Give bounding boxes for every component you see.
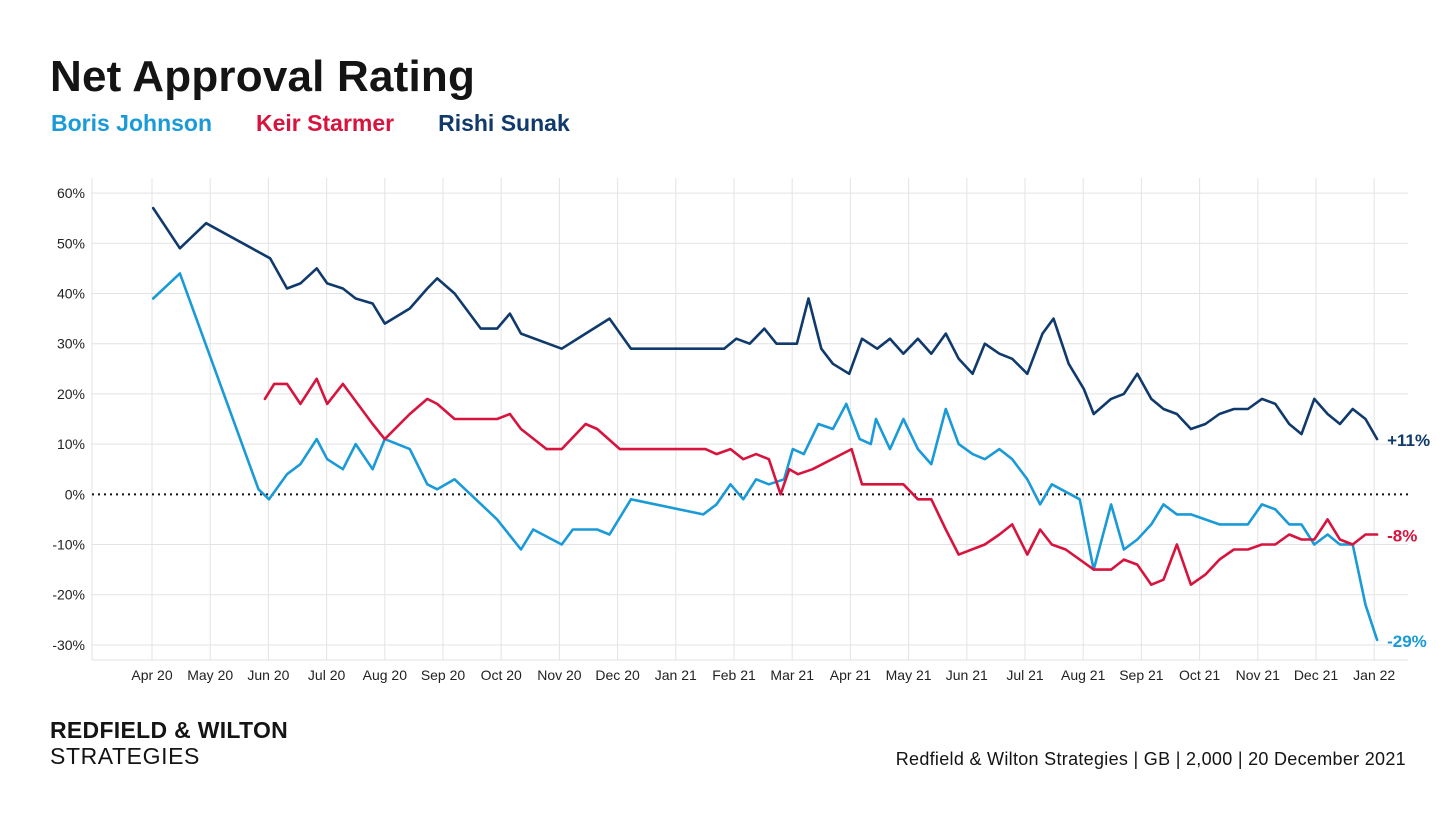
x-tick-label: Mar 21 <box>770 667 814 683</box>
y-tick-label: 40% <box>57 285 85 301</box>
source-note: Redfield & Wilton Strategies | GB | 2,00… <box>895 749 1406 769</box>
x-tick-label: May 20 <box>187 667 233 683</box>
y-tick-label: 50% <box>57 235 85 251</box>
y-tick-label: 10% <box>57 436 85 452</box>
chart-title: Net Approval Rating <box>50 52 476 101</box>
x-tick-label: Nov 21 <box>1236 667 1281 683</box>
x-tick-label: Apr 21 <box>830 667 871 683</box>
brand-subtitle: STRATEGIES <box>50 742 200 769</box>
grid-layer <box>91 178 1408 661</box>
series-layer <box>151 206 1379 642</box>
end-label-boris-johnson: -29% <box>1387 632 1427 651</box>
series-line-boris-johnson <box>151 272 1379 642</box>
brand-name: REDFIELD & WILTON <box>50 717 289 743</box>
x-tick-label: Jun 21 <box>946 667 988 683</box>
x-tick-label: Sep 21 <box>1119 667 1164 683</box>
y-tick-label: 60% <box>57 185 85 201</box>
x-tick-label: Feb 21 <box>712 667 756 683</box>
x-tick-label: Jul 20 <box>308 667 346 683</box>
y-tick-label: -10% <box>52 537 85 553</box>
end-label-rishi-sunak: +11% <box>1387 431 1430 450</box>
y-tick-label: 30% <box>57 336 85 352</box>
x-tick-label: Oct 21 <box>1179 667 1220 683</box>
label-layer: +11% -29% -8% <box>1387 431 1430 651</box>
x-tick-label: Dec 21 <box>1294 667 1339 683</box>
legend: Boris Johnson Keir Starmer Rishi Sunak <box>51 110 570 137</box>
end-label-keir-starmer: -8% <box>1387 526 1417 545</box>
x-tick-label: Jan 22 <box>1353 667 1395 683</box>
brand-logo: REDFIELD & WILTON STRATEGIES <box>50 717 289 770</box>
axis-layer: Apr 20 May 20 Jun 20 Jul 20 Aug 20 Sep 20 Oct … <box>52 185 1395 683</box>
x-tick-label: Jun 20 <box>247 667 289 683</box>
legend-item-boris-johnson: Boris Johnson <box>51 110 213 136</box>
x-tick-label: Dec 20 <box>595 667 640 683</box>
x-tick-label: Sep 20 <box>421 667 466 683</box>
y-tick-label: -30% <box>52 637 85 653</box>
legend-item-keir-starmer: Keir Starmer <box>256 110 395 136</box>
series-line-rishi-sunak <box>151 206 1379 441</box>
x-tick-label: Oct 20 <box>481 667 522 683</box>
x-tick-label: Jan 21 <box>655 667 697 683</box>
x-tick-label: Apr 20 <box>131 667 172 683</box>
x-tick-label: Aug 20 <box>363 667 408 683</box>
x-tick-label: Jul 21 <box>1006 667 1044 683</box>
series-line-keir-starmer <box>263 377 1379 586</box>
x-tick-label: May 21 <box>886 667 932 683</box>
legend-item-rishi-sunak: Rishi Sunak <box>438 110 570 136</box>
x-tick-label: Aug 21 <box>1061 667 1106 683</box>
x-tick-label: Nov 20 <box>537 667 582 683</box>
y-tick-label: -20% <box>52 587 85 603</box>
y-tick-label: 0% <box>65 486 85 502</box>
y-tick-label: 20% <box>57 386 85 402</box>
